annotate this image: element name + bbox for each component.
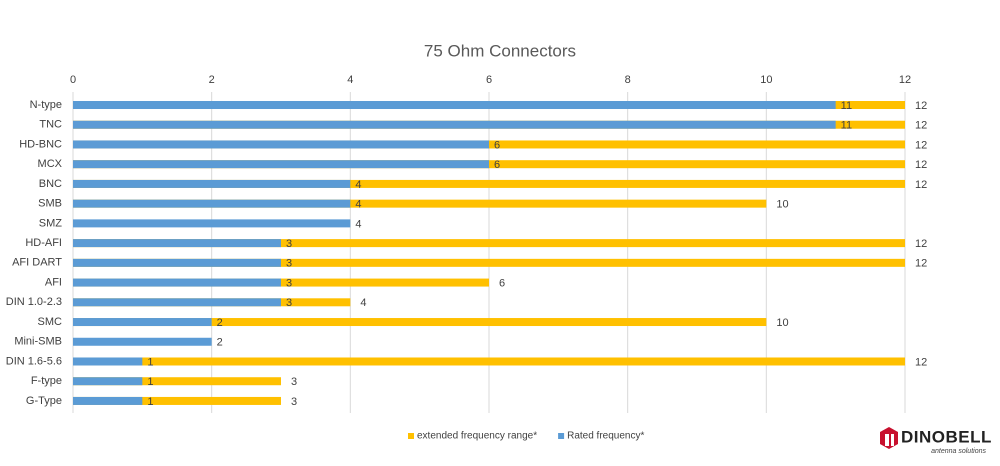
x-tick-label: 12: [899, 74, 911, 86]
legend-swatch: [408, 433, 414, 439]
bar: [73, 396, 281, 405]
bar: [73, 278, 281, 287]
chart-title: 75 Ohm Connectors: [424, 41, 576, 60]
value-label: 3: [286, 258, 292, 270]
y-tick-label: DIN 1.6-5.6: [6, 355, 62, 367]
legend-label: Rated frequency*: [567, 431, 644, 442]
bar: [73, 318, 767, 327]
y-tick-label: HD-BNC: [19, 138, 62, 150]
value-label: 1: [147, 376, 153, 388]
value-label: 6: [494, 139, 500, 151]
value-label: 1: [147, 396, 153, 408]
bar: [73, 377, 281, 386]
value-label: 12: [915, 139, 927, 151]
bar: [73, 357, 143, 366]
y-tick-label: SMB: [38, 198, 62, 210]
value-label: 3: [291, 396, 297, 408]
value-label: 4: [355, 218, 361, 230]
value-label: 3: [286, 238, 292, 250]
logo: DINOBELL antenna solutions: [880, 427, 992, 455]
y-tick-label: TNC: [39, 119, 62, 131]
bar: [73, 160, 489, 169]
value-label: 12: [915, 258, 927, 270]
x-tick-label: 4: [347, 74, 353, 86]
bar: [73, 396, 143, 405]
value-label: 12: [915, 100, 927, 112]
y-tick-label: SMC: [38, 316, 63, 328]
value-label: 12: [915, 120, 927, 132]
value-label: 6: [494, 159, 500, 171]
y-tick-label: HD-AFI: [25, 237, 62, 249]
x-tick-label: 0: [70, 74, 76, 86]
value-label: 10: [776, 199, 788, 211]
y-tick-label: DIN 1.0-2.3: [6, 296, 62, 308]
bar: [73, 101, 836, 109]
value-label: 3: [286, 297, 292, 309]
x-tick-label: 8: [625, 74, 631, 86]
y-tick-label: Mini-SMB: [14, 336, 62, 348]
bar: [73, 179, 351, 188]
value-label: 12: [915, 238, 927, 250]
y-tick-label: BNC: [39, 178, 62, 190]
bar: [73, 179, 905, 188]
y-tick-label: AFI DART: [12, 257, 62, 269]
value-label: 12: [915, 179, 927, 191]
logo-icon-detail: [885, 434, 894, 446]
value-label: 3: [291, 376, 297, 388]
bar: [73, 199, 351, 208]
x-tick-label: 10: [760, 74, 772, 86]
value-label: 3: [286, 277, 292, 289]
bar: [73, 239, 281, 248]
bar: [73, 298, 281, 307]
bar: [73, 199, 767, 208]
y-tick-label: MCX: [38, 158, 63, 170]
y-tick-label: AFI: [45, 276, 62, 288]
value-label: 4: [355, 199, 361, 211]
bar: [73, 337, 212, 346]
y-tick-label: SMZ: [39, 217, 63, 229]
value-label: 4: [355, 179, 361, 191]
value-label: 12: [915, 356, 927, 368]
bar: [73, 357, 905, 366]
value-label: 11: [841, 100, 852, 112]
bar: [73, 219, 351, 228]
bar: [73, 140, 489, 149]
y-tick-label: F-type: [31, 375, 62, 387]
bar: [73, 318, 212, 327]
bar: [73, 239, 905, 248]
bar: [73, 120, 836, 129]
y-tick-label: N-type: [30, 99, 62, 111]
value-label: 11: [841, 120, 852, 132]
brand-name: DINOBELL: [901, 427, 992, 446]
legend-label: extended frequency range*: [417, 431, 537, 442]
x-tick-label: 6: [486, 74, 492, 86]
legend-swatch: [558, 433, 565, 439]
bar: [73, 258, 281, 267]
value-label: 6: [499, 277, 505, 289]
value-label: 4: [360, 297, 366, 309]
value-label: 12: [915, 159, 927, 171]
value-label: 2: [217, 317, 223, 329]
x-tick-label: 2: [209, 74, 215, 86]
value-label: 1: [147, 356, 153, 368]
value-label: 2: [217, 337, 223, 349]
value-label: 10: [776, 317, 788, 329]
bar: [73, 377, 143, 386]
bar: [73, 258, 905, 267]
brand-tagline: antenna solutions: [931, 448, 986, 455]
y-tick-label: G-Type: [26, 395, 62, 407]
